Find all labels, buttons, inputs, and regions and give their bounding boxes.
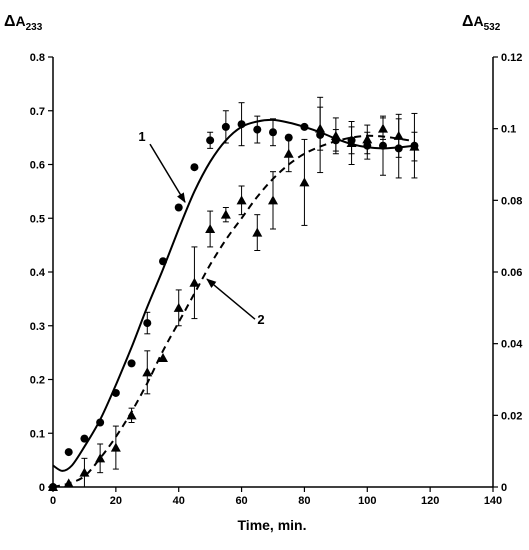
series-1-point <box>127 359 136 368</box>
y-left-tick-label: 0.4 <box>30 267 46 279</box>
y-left-axis-title: ΔA233 <box>4 13 43 33</box>
y-right-tick-label: 0.02 <box>501 410 522 422</box>
series-2-point <box>236 195 247 205</box>
y-right-tick-label: 0.06 <box>501 267 522 279</box>
series-1-point <box>96 418 105 427</box>
series-1-point <box>221 122 230 131</box>
y-left-tick-label: 0.5 <box>30 213 45 225</box>
y-left-tick-label: 0.2 <box>30 375 45 387</box>
series-1-point <box>300 122 309 131</box>
series-2-point <box>283 148 294 158</box>
y-right-tick-label: 0 <box>501 482 507 494</box>
series-1-point <box>237 120 246 129</box>
series-2-point <box>110 442 121 452</box>
series-2-point <box>220 209 231 219</box>
x-tick-label: 100 <box>358 495 376 507</box>
fit-curve-1 <box>52 118 415 472</box>
x-tick-label: 60 <box>235 495 247 507</box>
series-2-point <box>378 123 388 133</box>
series-2-point <box>142 367 153 377</box>
series-2-point <box>252 227 263 237</box>
annotation-label-2: 2 <box>257 312 264 327</box>
series-1-point <box>143 319 152 328</box>
y-right-tick-label: 0.12 <box>501 52 522 64</box>
fit-curves <box>52 118 415 488</box>
series-1-point <box>269 128 277 137</box>
y-left-tick-label: 0.1 <box>30 428 45 440</box>
y-left-tick-label: 0.7 <box>30 106 45 118</box>
x-tick-label: 120 <box>421 495 439 507</box>
x-tick-label: 20 <box>110 495 122 507</box>
series-2-point <box>409 141 420 151</box>
annotations: 12 <box>138 129 264 327</box>
series-2-point <box>362 134 373 144</box>
series-2-point <box>173 302 184 312</box>
y-right-tick-label: 0.08 <box>501 195 522 207</box>
series-2-point <box>79 467 90 477</box>
series-2-point <box>299 177 310 187</box>
x-axis-title: Time, min. <box>238 517 307 533</box>
y-right-tick-label: 0.04 <box>501 339 523 351</box>
series-2-point <box>95 453 106 463</box>
annotation-arrow-1 <box>149 143 186 203</box>
series-1-point <box>190 163 199 172</box>
data-points <box>48 96 420 491</box>
y-left-tick-label: 0.6 <box>30 160 45 172</box>
series-1-point <box>174 203 183 212</box>
x-tick-label: 40 <box>173 495 185 507</box>
x-tick-label: 0 <box>50 495 56 507</box>
series-1-point <box>379 141 387 150</box>
series-2-point <box>205 224 216 233</box>
series-1-point <box>206 136 215 145</box>
series-2-point <box>346 138 357 147</box>
y-left-tick-label: 0.3 <box>30 321 45 333</box>
series-1-point <box>64 448 73 457</box>
series-2-point <box>268 195 278 205</box>
series-1-point <box>111 388 120 397</box>
series-2-point <box>158 353 168 362</box>
series-1-point <box>80 434 89 443</box>
series-2-point <box>63 478 74 488</box>
y-left-tick-label: 0 <box>39 482 45 494</box>
series-2-point <box>48 482 58 491</box>
y-left-tick-label: 0.8 <box>30 52 45 64</box>
series-1-point <box>159 257 167 266</box>
series-2-point <box>126 410 137 420</box>
series-2-point <box>315 123 326 133</box>
axes: 0 20 40 60 80 100 120 14000.10.20.30.40.50.60.7… <box>30 52 524 507</box>
y-right-tick-label: 0.1 <box>501 124 516 136</box>
series-1-point <box>253 125 262 134</box>
series-2-point <box>330 130 341 140</box>
fit-curve-2 <box>52 134 415 488</box>
y-right-axis-title: ΔA532 <box>462 13 501 33</box>
x-tick-label: 140 <box>484 495 502 507</box>
annotation-label-1: 1 <box>138 129 145 144</box>
series-2-point <box>393 130 404 140</box>
x-tick-label: 80 <box>298 495 310 507</box>
annotation-arrow-2 <box>206 278 256 320</box>
series-2-point <box>189 277 200 287</box>
